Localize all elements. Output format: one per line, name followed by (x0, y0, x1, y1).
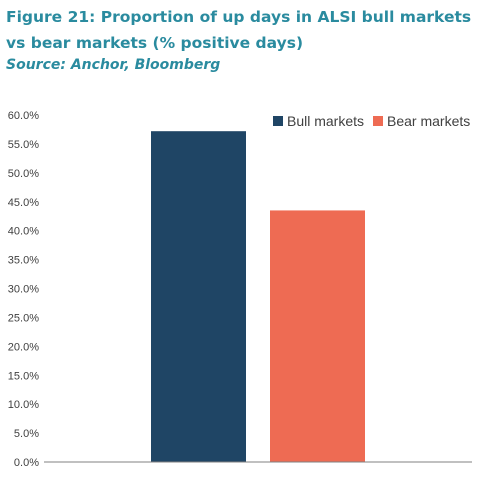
y-tick-label: 60.0% (8, 110, 39, 122)
legend-label: Bear markets (387, 113, 470, 129)
y-tick-label: 50.0% (8, 168, 39, 180)
y-tick-label: 20.0% (8, 341, 39, 353)
y-tick-label: 15.0% (8, 370, 39, 382)
legend-swatch (373, 116, 383, 126)
legend: Bull markets Bear markets (273, 113, 470, 129)
y-tick-label: 35.0% (8, 255, 39, 267)
y-tick-label: 0.0% (14, 457, 39, 469)
y-tick-label: 30.0% (8, 284, 39, 296)
bar-bull-markets (151, 131, 246, 462)
legend-label: Bull markets (287, 113, 364, 129)
bars (151, 131, 365, 462)
y-tick-label: 55.0% (8, 139, 39, 151)
legend-swatch (273, 116, 283, 126)
y-tick-label: 45.0% (8, 197, 39, 209)
y-tick-label: 10.0% (8, 399, 39, 411)
bar-bear-markets (270, 210, 365, 462)
chart-source: Source: Anchor, Bloomberg (6, 57, 221, 73)
y-tick-label: 25.0% (8, 312, 39, 324)
y-tick-label: 5.0% (14, 428, 39, 440)
chart-title: Figure 21: Proportion of up days in ALSI… (6, 8, 472, 52)
y-axis: 0.0% 5.0% 10.0% 15.0% 20.0% 25.0% 30.0% 35.0% 40… (8, 110, 39, 469)
y-tick-label: 40.0% (8, 226, 39, 238)
